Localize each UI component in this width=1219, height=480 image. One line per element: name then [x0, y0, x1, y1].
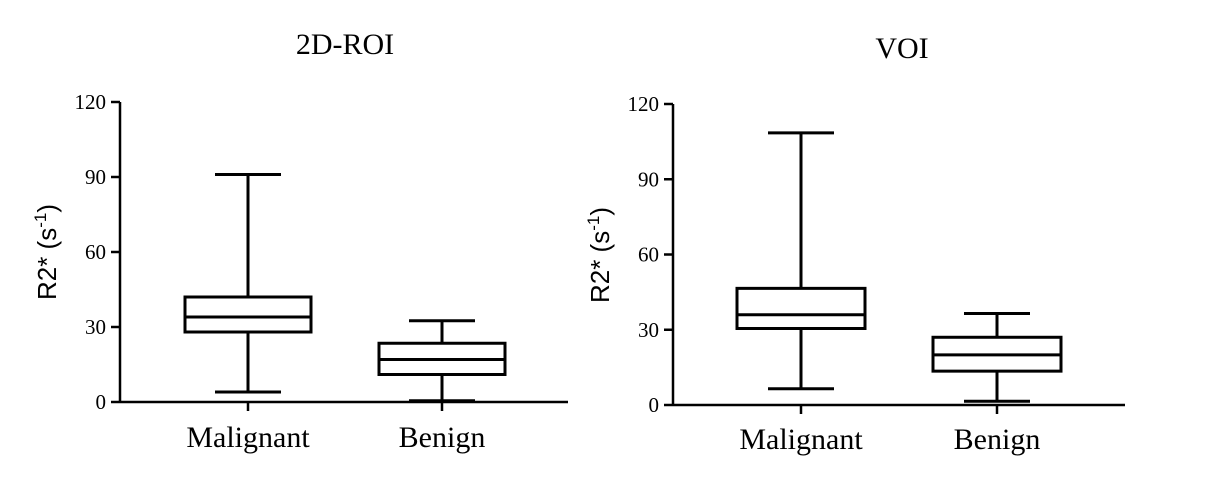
- x-category-label: Malignant: [186, 421, 310, 454]
- iqr-box: [183, 295, 313, 334]
- y-tick-label: 120: [75, 90, 107, 114]
- y-tick-label: 60: [85, 240, 106, 264]
- box-malignant: Malignant: [735, 131, 867, 456]
- x-category-label: Benign: [954, 423, 1041, 456]
- box-malignant: Malignant: [183, 173, 313, 454]
- y-axis-label: R2* (s-1): [584, 207, 615, 303]
- x-category-label: Benign: [399, 421, 486, 454]
- y-tick-label: 90: [85, 165, 106, 189]
- y-tick-label: 120: [628, 92, 660, 116]
- iqr-box: [735, 286, 867, 330]
- y-tick-label: 30: [85, 315, 106, 339]
- y-axis-label: R2* (s-1): [31, 204, 62, 300]
- y-tick-label: 30: [638, 318, 659, 342]
- plot-area: 0 30 60 90 120 Malignant Benign: [628, 92, 1125, 456]
- chart-2d-roi: 2D-ROI R2* (s-1) 0 30 60 90 120 Malignant Beni…: [31, 28, 568, 454]
- y-tick-label: 60: [638, 243, 659, 267]
- chart-title: 2D-ROI: [296, 28, 394, 61]
- plot-area: 0 30 60 90 120 Malignant Benign: [75, 90, 568, 454]
- box-benign: Benign: [377, 319, 507, 454]
- box-benign: Benign: [931, 311, 1063, 456]
- y-tick-label: 90: [638, 167, 659, 191]
- x-category-label: Malignant: [739, 423, 863, 456]
- chart-title: VOI: [875, 32, 928, 65]
- chart-voi: VOI R2* (s-1) 0 30 60 90 120 Malignant Benign: [584, 32, 1125, 456]
- y-tick-label: 0: [649, 393, 660, 417]
- y-tick-label: 0: [96, 390, 107, 414]
